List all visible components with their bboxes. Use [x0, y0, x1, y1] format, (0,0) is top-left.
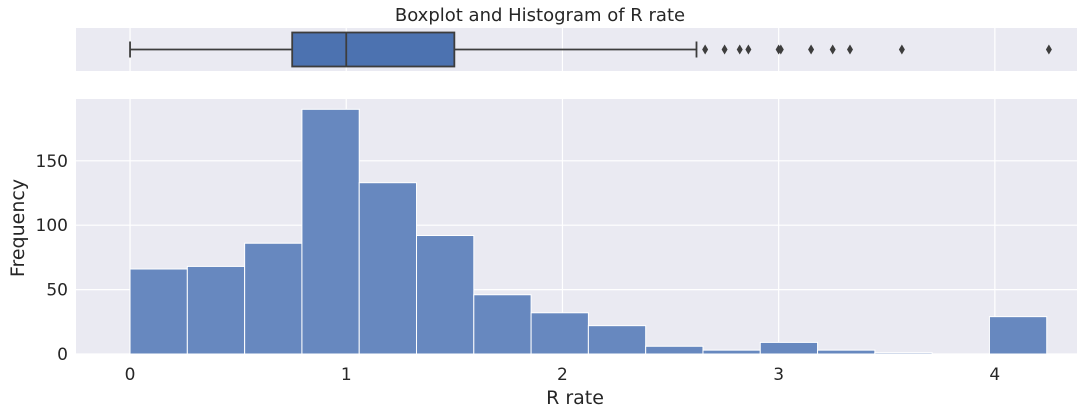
y-tick-label: 50: [46, 281, 68, 301]
boxplot-outlier: [898, 44, 905, 55]
boxplot-marks: [129, 31, 1052, 68]
histogram-bar: [988, 316, 1048, 355]
histogram-bar: [244, 242, 303, 355]
y-tick-label: 150: [36, 152, 68, 172]
histogram-bar: [702, 349, 761, 355]
histogram-bar: [587, 325, 647, 355]
boxplot-outlier: [702, 44, 709, 55]
histogram-bar: [473, 294, 532, 355]
x-tick-label: 3: [773, 365, 784, 385]
boxplot-box: [291, 31, 456, 68]
histogram-bar: [817, 349, 876, 355]
x-axis-label: R rate: [546, 387, 604, 409]
y-tick-label: 100: [36, 216, 68, 236]
boxplot-outlier: [846, 44, 853, 55]
histogram-bar: [874, 352, 933, 355]
histogram-bar: [416, 235, 475, 355]
histogram-bars: [129, 108, 1048, 355]
histogram-panel: [76, 99, 1077, 355]
histogram-bar: [301, 108, 360, 355]
boxplot-outlier: [1045, 44, 1052, 55]
boxplot-outlier: [829, 44, 836, 55]
histogram-bar: [358, 182, 418, 355]
histogram-bar: [759, 341, 819, 355]
x-tick-label: 0: [125, 365, 136, 385]
y-axis-label: Frequency: [7, 179, 29, 277]
boxplot-outlier: [721, 44, 728, 55]
boxplot-panel: [76, 28, 1077, 71]
histogram-bar: [129, 268, 188, 355]
boxplot-outlier: [808, 44, 815, 55]
x-tick-label: 2: [557, 365, 568, 385]
histogram-bar: [645, 345, 704, 355]
x-tick-label: 4: [989, 365, 1000, 385]
y-tick-labels: 0 50 100 150: [36, 152, 68, 365]
x-tick-labels: 0 1 2 3 4: [125, 365, 1001, 385]
histogram-bar: [530, 312, 589, 355]
boxplot-outlier: [745, 44, 752, 55]
histogram-bar: [186, 265, 246, 355]
chart-title: Boxplot and Histogram of R rate: [395, 5, 685, 26]
boxplot-outlier: [777, 44, 784, 55]
boxplot-outlier: [736, 44, 743, 55]
x-tick-label: 1: [341, 365, 352, 385]
y-tick-label: 0: [57, 345, 68, 365]
